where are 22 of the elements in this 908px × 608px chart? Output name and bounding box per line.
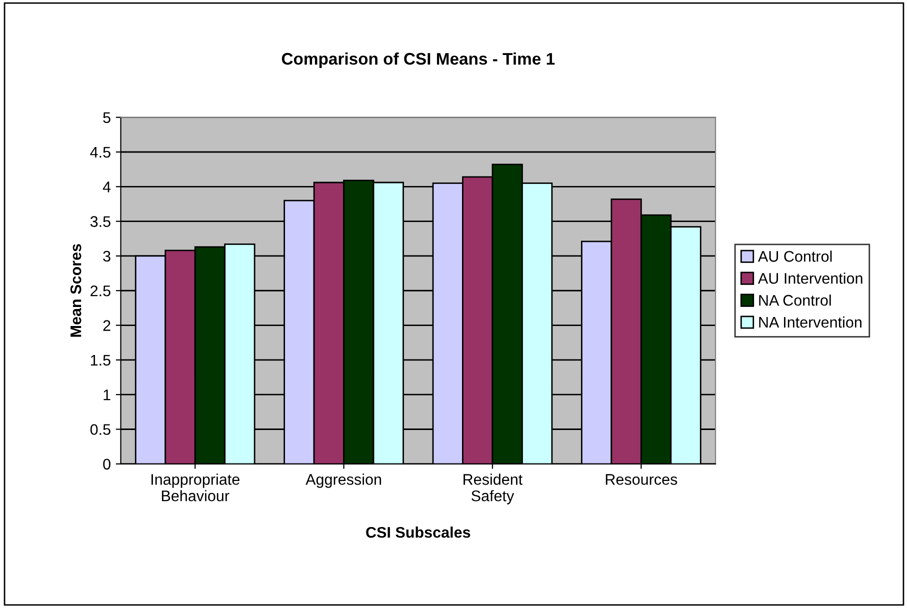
- legend-label: AU Control: [758, 250, 832, 262]
- legend-label: NA Intervention: [759, 316, 862, 328]
- y-tick-label: 0: [103, 458, 110, 470]
- x-tick-label: Resident Safety: [464, 474, 523, 504]
- y-tick-label: 3: [103, 250, 110, 262]
- chart-title: Comparison of CSI Means - Time 1: [282, 52, 555, 68]
- x-tick-label: Aggression: [306, 474, 382, 488]
- y-tick-label: 1.5: [90, 354, 110, 366]
- legend-label: AU Intervention: [758, 272, 862, 284]
- y-tick-label: 4.5: [90, 147, 110, 158]
- x-axis-title: CSI Subscales: [366, 526, 470, 538]
- y-tick-label: 0.5: [90, 424, 110, 435]
- x-tick-label: Resources: [606, 474, 678, 485]
- y-tick-label: 5: [103, 112, 110, 124]
- y-axis-title: Mean Scores: [70, 244, 82, 337]
- y-tick-label: 2.5: [90, 285, 110, 296]
- y-tick-label: 1: [104, 390, 110, 400]
- y-tick-label: 2: [103, 320, 110, 331]
- y-tick-label: 3.5: [90, 216, 110, 227]
- y-tick-label: 4: [102, 182, 111, 192]
- x-tick-label: Inappropriate Behaviour: [152, 474, 240, 502]
- legend-label: NA Control: [759, 294, 831, 306]
